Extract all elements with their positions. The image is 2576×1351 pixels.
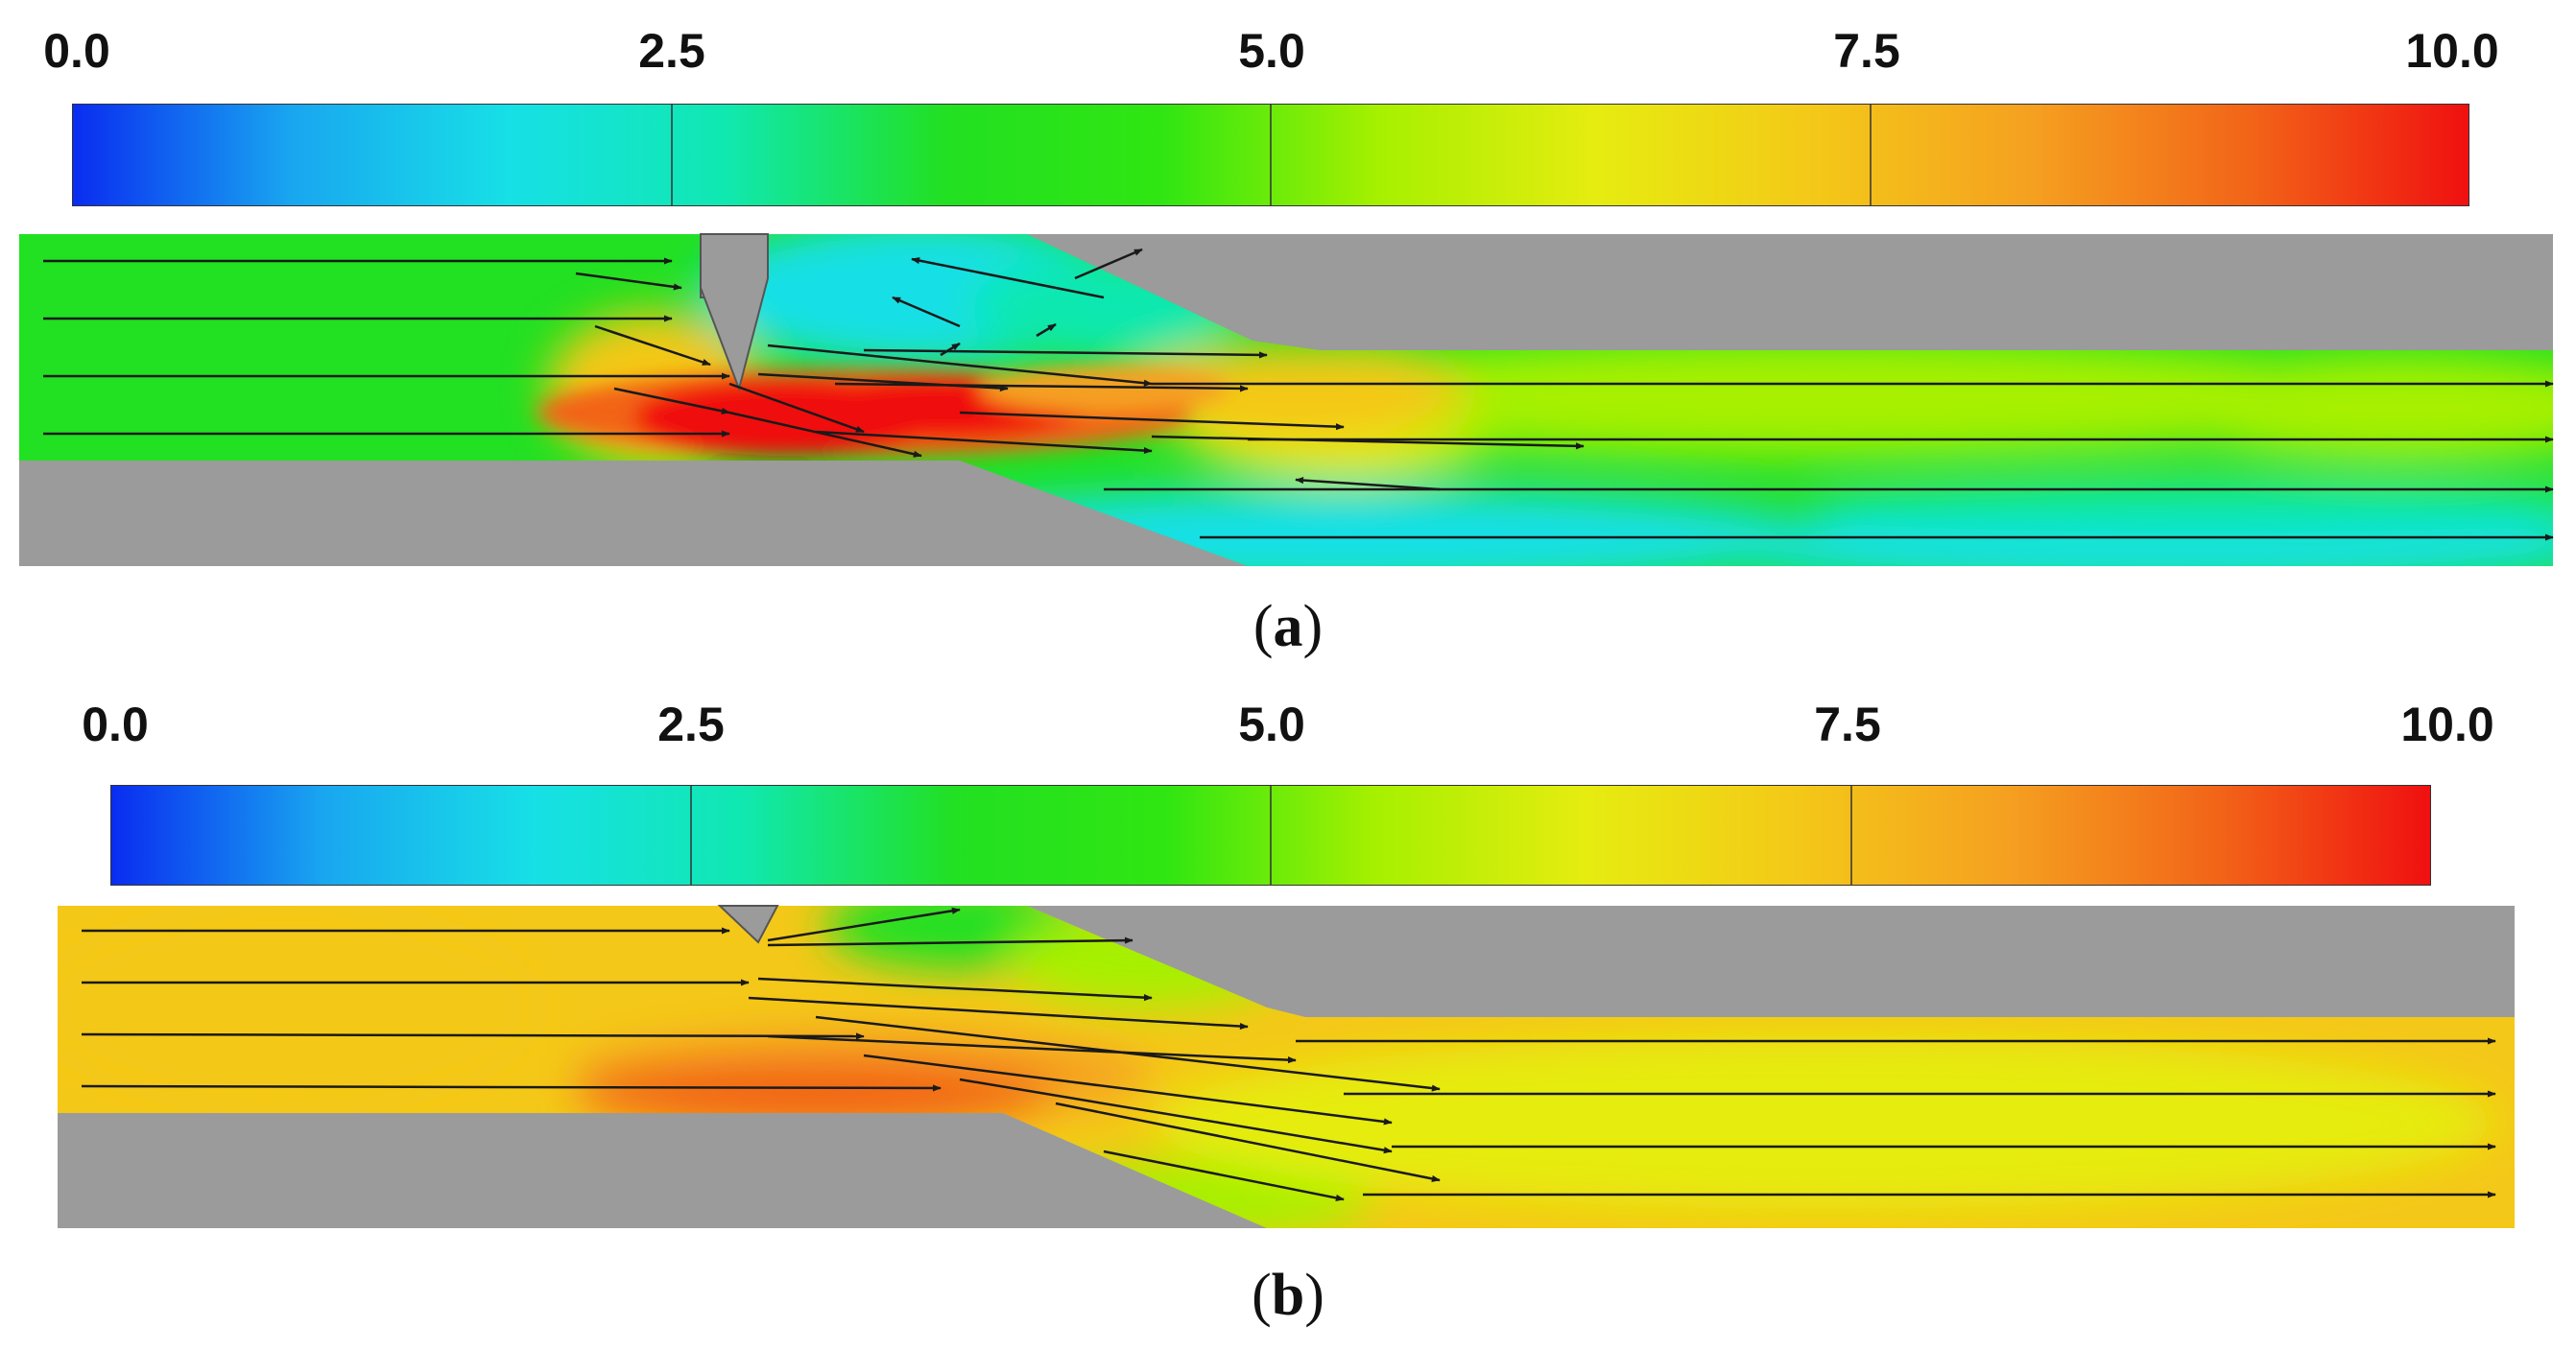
panel-a: 0.0 2.5 5.0 7.5 10.0 (0, 0, 2576, 672)
colorbar-tick-2-5: 2.5 (657, 698, 725, 751)
colorbar-b (110, 785, 2431, 886)
colorbar-tick-10: 10.0 (2400, 698, 2494, 751)
colorbar-tick-5: 5.0 (1238, 698, 1305, 751)
colorbar-divider (1850, 786, 1852, 885)
colorbar-a (72, 104, 2469, 206)
panel-b: 0.0 2.5 5.0 7.5 10.0 (0, 672, 2576, 1351)
colorbar-tick-2-5: 2.5 (638, 24, 705, 78)
velocity-arrows-a (43, 248, 2554, 541)
caption-b: (b) (1252, 1263, 1324, 1328)
colorbar-divider (1270, 786, 1272, 885)
velocity-arrows-b (81, 907, 2496, 1201)
colorbar-tick-0: 0.0 (43, 24, 110, 78)
colorbar-divider (690, 786, 692, 885)
velocity-field-a (19, 233, 2554, 566)
colorbar-divider (1270, 105, 1272, 205)
caption-a: (a) (1252, 594, 1324, 659)
colorbar-tick-10: 10.0 (2405, 24, 2499, 78)
colorbar-tick-5: 5.0 (1238, 24, 1305, 78)
wall-baffle (700, 233, 769, 392)
velocity-field-b (58, 905, 2515, 1228)
colorbar-tick-7-5: 7.5 (1833, 24, 1900, 78)
wall-baffle (717, 905, 779, 944)
colorbar-tick-0: 0.0 (82, 698, 149, 751)
colorbar-divider (671, 105, 673, 205)
colorbar-divider (1870, 105, 1872, 205)
colorbar-tick-7-5: 7.5 (1814, 698, 1881, 751)
